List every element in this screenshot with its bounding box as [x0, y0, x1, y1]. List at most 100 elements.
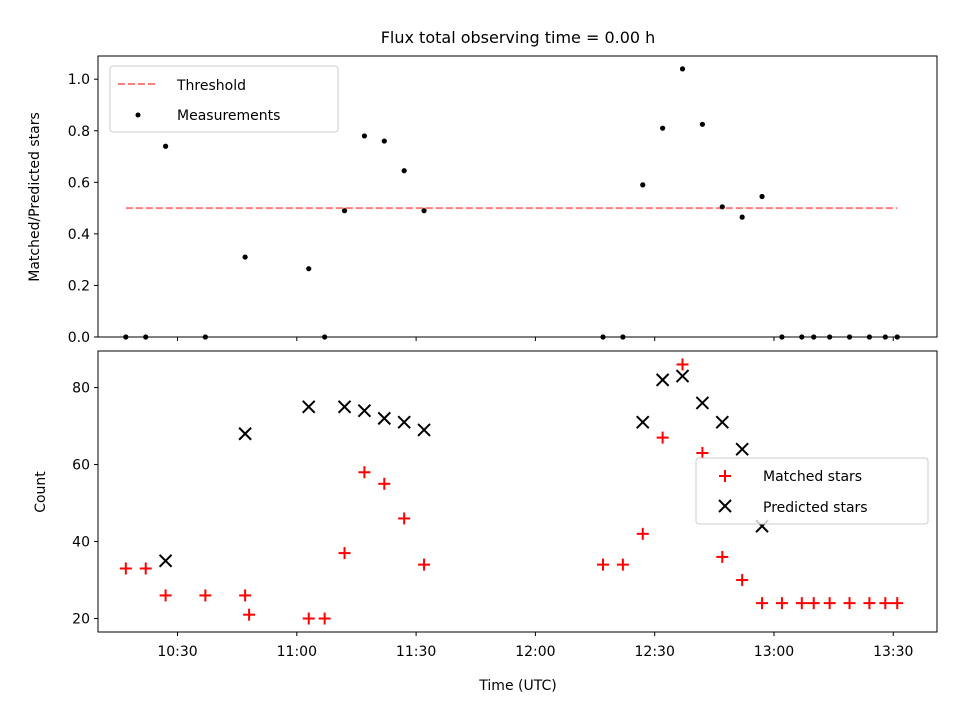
- measurement-point: [660, 125, 666, 131]
- matched-star-point: [139, 562, 152, 575]
- matched-star-point: [736, 574, 749, 587]
- measurement-point: [242, 254, 248, 260]
- measurement-point: [162, 143, 169, 149]
- matched-star-point: [199, 589, 212, 602]
- bottom-y-tick-label: 80: [72, 381, 90, 397]
- bottom-legend-box: [695, 457, 929, 525]
- matched-star-point: [636, 527, 649, 540]
- x-tick-label: 11:30: [396, 644, 436, 660]
- measurement-point: [361, 133, 368, 139]
- predicted-star-point: [675, 369, 690, 383]
- measurement-point: [341, 208, 348, 214]
- bottom-y-tick-label: 40: [72, 535, 90, 551]
- legend-predicted-label: Predicted stars: [763, 500, 868, 516]
- matched-star-point: [378, 477, 391, 490]
- matched-star-point: [302, 612, 315, 625]
- top-y-label: Matched/Predicted stars: [27, 112, 43, 282]
- predicted-star-point: [636, 415, 650, 429]
- measurement-point: [401, 168, 407, 174]
- matched-star-point: [656, 431, 669, 444]
- x-tick-label: 13:30: [873, 644, 913, 660]
- matched-star-point: [863, 597, 876, 610]
- legend-threshold-label: Threshold: [176, 78, 246, 94]
- top-plot-frame: [97, 55, 938, 338]
- measurement-point: [739, 214, 745, 220]
- matched-star-point: [418, 558, 431, 571]
- matched-star-point: [843, 597, 856, 610]
- x-tick-label: 10:30: [157, 644, 197, 660]
- top-legend-box: [109, 65, 339, 133]
- predicted-star-point: [337, 400, 352, 414]
- x-axis-label: Time (UTC): [478, 678, 556, 694]
- legend-matched-label: Matched stars: [763, 469, 862, 485]
- matched-star-point: [159, 589, 172, 602]
- bottom-marks: [119, 358, 904, 625]
- bottom-y-label: Count: [33, 471, 49, 513]
- top-x-ticks: [177, 337, 894, 341]
- legend-matched-marker: [719, 470, 731, 482]
- matched-star-point: [775, 597, 788, 610]
- predicted-star-point: [158, 554, 173, 568]
- measurement-point: [719, 204, 725, 210]
- bottom-y-tick-label: 60: [72, 458, 90, 474]
- measurement-point: [306, 266, 312, 272]
- bottom-legend: Matched stars Predicted stars: [695, 457, 929, 525]
- matched-star-point: [596, 558, 609, 571]
- legend-measurement-marker: [135, 112, 141, 118]
- predicted-star-point: [397, 415, 411, 429]
- measurement-point: [679, 66, 686, 72]
- predicted-star-point: [715, 415, 729, 429]
- predicted-star-point: [302, 400, 316, 414]
- matched-star-point: [119, 562, 132, 575]
- matched-star-point: [823, 597, 836, 610]
- x-tick-label: 11:00: [277, 644, 317, 660]
- matched-star-point: [338, 547, 351, 560]
- matched-star-point: [398, 512, 411, 525]
- measurement-point: [699, 121, 705, 127]
- measurement-point: [421, 208, 427, 214]
- top-y-tick-label: 0.8: [68, 124, 90, 140]
- measurement-point: [759, 193, 765, 200]
- figure-title: Flux total observing time = 0.00 h: [381, 28, 656, 47]
- matched-star-point: [756, 597, 769, 610]
- matched-star-point: [696, 447, 709, 460]
- predicted-star-point: [377, 411, 392, 426]
- matched-star-point: [807, 597, 820, 610]
- bottom-y-axis: 20 40 60 80: [72, 381, 98, 628]
- top-y-axis: 0.0 0.2 0.4 0.6 0.8 1.0: [68, 72, 98, 346]
- measurement-point: [381, 138, 387, 144]
- matched-star-point: [676, 358, 689, 371]
- top-y-tick-label: 0.6: [68, 175, 90, 191]
- x-tick-label: 12:00: [515, 644, 555, 660]
- predicted-star-point: [238, 427, 252, 441]
- matched-star-point: [358, 466, 371, 479]
- x-tick-label: 12:30: [635, 644, 675, 660]
- matched-star-point: [879, 597, 892, 610]
- matched-star-point: [318, 612, 331, 625]
- bottom-plot-frame: [97, 350, 938, 633]
- top-y-tick-label: 0.0: [68, 330, 90, 346]
- top-y-tick-label: 1.0: [68, 72, 90, 88]
- predicted-star-point: [695, 396, 710, 410]
- legend-predicted-marker: [718, 499, 732, 513]
- matched-star-point: [716, 550, 729, 563]
- matched-star-point: [891, 597, 904, 610]
- predicted-star-point: [357, 403, 372, 418]
- legend-measurements-label: Measurements: [177, 108, 280, 124]
- predicted-star-point: [655, 373, 670, 387]
- bottom-x-axis: 10:30 11:00 11:30 12:00 12:30 13:00 13:30: [157, 632, 913, 660]
- predicted-star-point: [417, 423, 431, 437]
- matched-star-point: [616, 558, 629, 571]
- top-y-tick-label: 0.4: [68, 227, 90, 243]
- matched-star-point: [239, 589, 252, 602]
- matched-star-point: [243, 608, 256, 621]
- bottom-y-tick-label: 20: [72, 612, 90, 628]
- top-legend: Threshold Measurements: [109, 65, 339, 133]
- top-marks: [123, 66, 900, 340]
- matched-star-point: [795, 597, 808, 610]
- predicted-star-point: [735, 442, 749, 456]
- top-panel: 0.0 0.2 0.4 0.6 0.8 1.0 Matched/Predicted sta…: [27, 55, 938, 346]
- x-tick-label: 13:00: [754, 644, 794, 660]
